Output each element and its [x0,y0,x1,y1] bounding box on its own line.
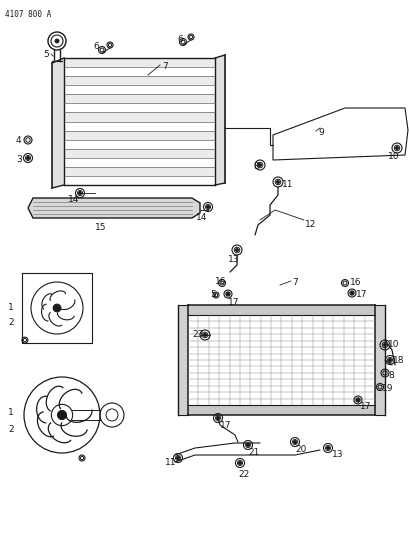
Text: 2: 2 [8,318,13,327]
Circle shape [293,440,296,443]
Circle shape [176,456,179,459]
Text: 10: 10 [387,340,398,349]
Text: 8: 8 [387,371,393,380]
Circle shape [206,206,209,208]
Circle shape [203,334,206,336]
Text: 16: 16 [214,277,226,286]
Circle shape [350,292,353,295]
Text: 6: 6 [93,42,99,51]
Polygon shape [64,58,214,67]
Text: 14: 14 [196,213,207,222]
Polygon shape [28,198,200,218]
Polygon shape [52,58,64,188]
Text: 22: 22 [237,470,249,479]
Circle shape [235,248,238,252]
Text: 5: 5 [43,50,49,59]
Text: 17: 17 [227,298,239,307]
Circle shape [395,147,398,149]
Circle shape [246,443,249,447]
Polygon shape [374,305,384,415]
Text: 6: 6 [177,35,182,44]
Text: 19: 19 [381,384,393,393]
Text: 9: 9 [317,128,323,137]
Polygon shape [64,94,214,103]
Text: 20: 20 [294,445,306,454]
Circle shape [388,359,391,361]
Polygon shape [188,305,374,315]
Text: 21: 21 [247,448,259,457]
Text: 11: 11 [281,180,293,189]
Text: 1: 1 [8,408,14,417]
Polygon shape [188,405,374,415]
Text: 13: 13 [331,450,343,459]
Text: 14: 14 [68,195,79,204]
Circle shape [53,304,61,312]
Text: 16: 16 [349,278,361,287]
Circle shape [226,293,229,295]
Text: 13: 13 [227,255,239,264]
Circle shape [216,416,219,419]
Text: 17: 17 [359,402,371,411]
Text: 8: 8 [252,162,258,171]
Text: 2: 2 [8,425,13,434]
Polygon shape [64,76,214,85]
Circle shape [27,157,29,159]
Text: 4107 800 A: 4107 800 A [5,10,51,19]
Circle shape [258,164,261,166]
Circle shape [382,343,386,346]
Circle shape [57,410,66,419]
Text: 3: 3 [16,155,22,164]
Text: 7: 7 [162,62,167,71]
Text: 17: 17 [220,421,231,430]
Text: 5: 5 [209,290,215,299]
Text: 12: 12 [304,220,316,229]
Text: 4: 4 [16,136,22,145]
Text: 7: 7 [291,278,297,287]
Circle shape [276,181,279,183]
Polygon shape [64,131,214,140]
Circle shape [55,39,59,43]
Polygon shape [64,167,214,176]
Circle shape [78,191,81,195]
Polygon shape [64,149,214,158]
Circle shape [238,462,241,464]
Text: 18: 18 [392,356,404,365]
Text: 10: 10 [387,152,398,161]
Text: 23: 23 [191,330,203,339]
Circle shape [356,399,359,401]
Polygon shape [178,305,188,415]
Text: 15: 15 [95,223,106,232]
Text: 1: 1 [8,303,14,312]
Text: 11: 11 [164,458,176,467]
Circle shape [326,447,329,449]
Polygon shape [64,112,214,122]
Text: 17: 17 [355,290,366,299]
Polygon shape [214,55,225,185]
